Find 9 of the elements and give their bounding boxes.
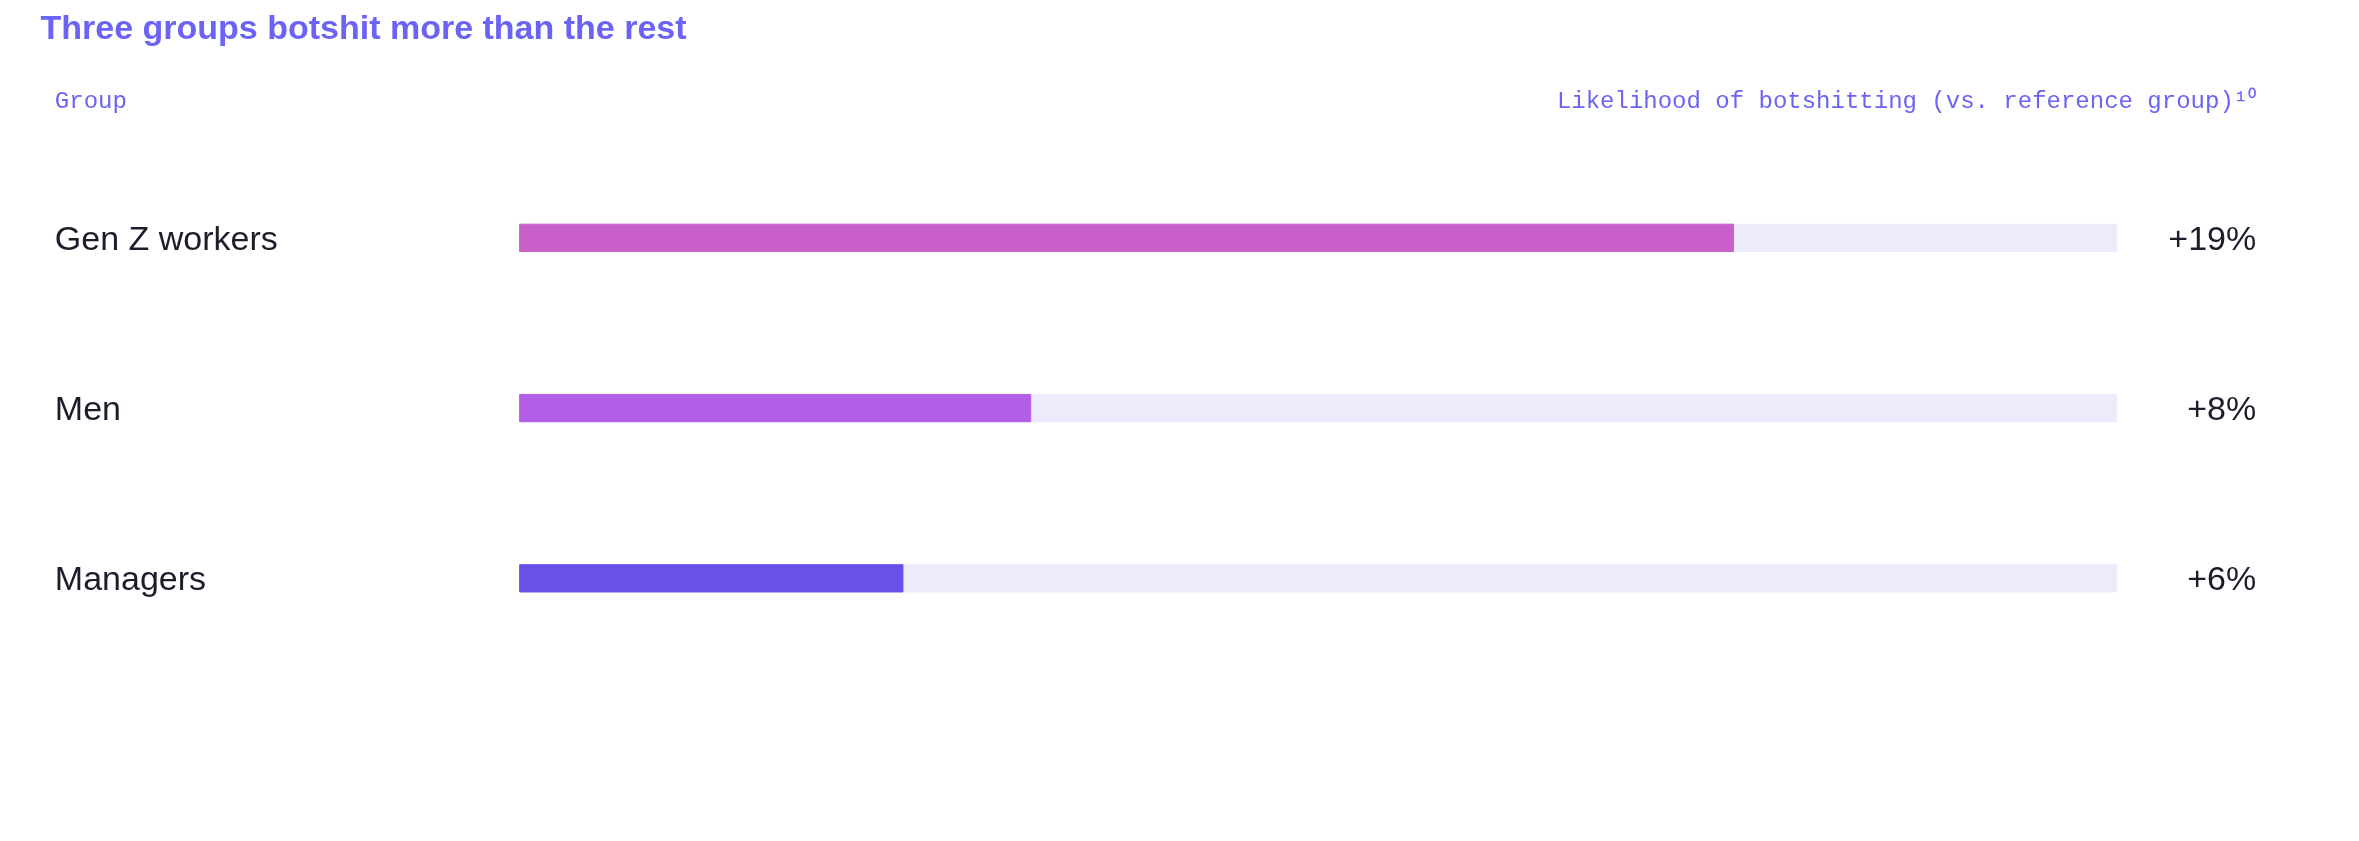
y-tick-label: Gen Z workers (54, 218, 278, 257)
y-tick-label: Men (54, 389, 122, 428)
y-axis-title: Group (54, 88, 127, 116)
data-label: +8% (2187, 389, 2257, 428)
data-label: +19% (2168, 218, 2257, 257)
x-axis-title: Likelihood of botshitting (vs. reference group)¹⁰ (1556, 87, 2257, 116)
data-label: +6% (2187, 559, 2257, 598)
chart-title: Three groups botshit more than the rest (40, 7, 687, 46)
y-tick-label: Managers (54, 559, 207, 598)
